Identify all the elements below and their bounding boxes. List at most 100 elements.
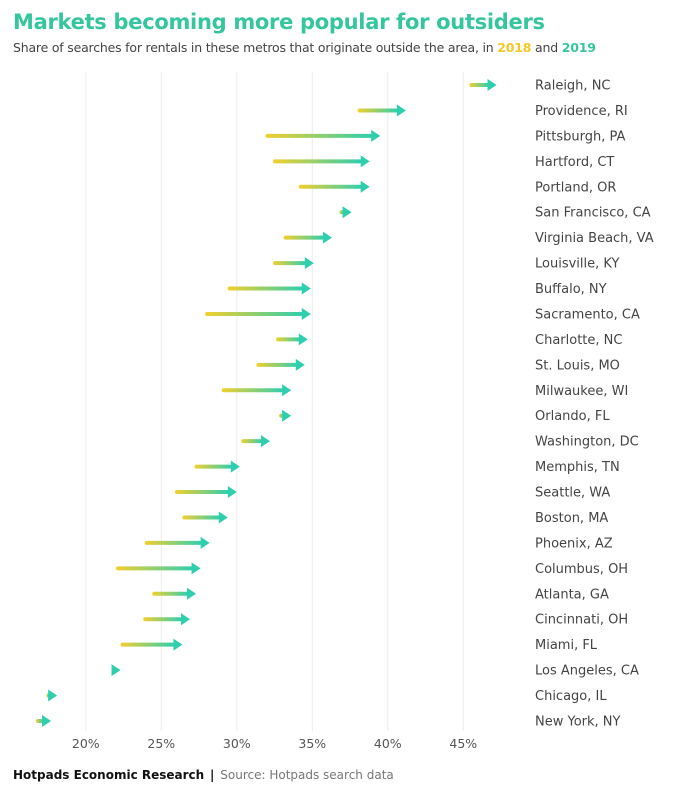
arrow-mark (120, 638, 183, 651)
arrow-head-2019 (371, 129, 381, 142)
arrow-mark (273, 155, 370, 168)
x-tick-label: 25% (147, 736, 175, 751)
category-label: Los Angeles, CA (535, 664, 639, 679)
arrow-mark (116, 562, 201, 575)
arrow-mark (265, 129, 381, 142)
arrow-head-2019 (295, 358, 305, 371)
category-label: Virginia Beach, VA (535, 231, 654, 246)
arrow-shaft-2018-to-2019 (241, 439, 263, 444)
arrow-mark (298, 180, 370, 193)
arrow-shaft-2018-to-2019 (205, 311, 303, 316)
arrow-shaft-2018-to-2019 (273, 261, 306, 266)
arrow-shaft-2018-to-2019 (276, 337, 300, 342)
category-label: Atlanta, GA (535, 587, 609, 602)
category-label: Charlotte, NC (535, 333, 622, 348)
arrow-head-2019 (48, 689, 58, 702)
legend-2019: 2019 (561, 40, 596, 55)
arrow-mark (469, 79, 497, 91)
x-tick-label: 20% (72, 736, 100, 751)
category-label: Pittsburgh, PA (535, 129, 626, 144)
arrow-mark (46, 689, 58, 702)
category-label: Seattle, WA (535, 486, 610, 501)
arrow-head-2019 (261, 435, 271, 448)
subtitle-and: and (531, 40, 562, 55)
arrow-head-2019 (301, 307, 311, 320)
arrow-shaft-2018-to-2019 (120, 642, 175, 647)
category-label: New York, NY (535, 715, 621, 730)
gridlines (85, 72, 464, 731)
arrow-shaft-2018-to-2019 (143, 617, 182, 622)
category-label: Providence, RI (535, 104, 628, 119)
arrows (35, 79, 497, 727)
arrow-head-2019 (282, 384, 292, 397)
arrow-mark (276, 333, 308, 346)
category-label: Chicago, IL (535, 689, 607, 704)
arrow-head-2019 (180, 613, 190, 626)
category-label: Boston, MA (535, 511, 608, 526)
x-tick-label: 45% (449, 736, 477, 751)
arrow-shaft-2018-to-2019 (339, 210, 344, 215)
arrow-mark (279, 409, 292, 422)
arrow-shaft-2018-to-2019 (265, 133, 373, 138)
x-tick-label: 40% (374, 736, 402, 751)
arrow-shaft-2018-to-2019 (221, 388, 284, 393)
category-label: Buffalo, NY (535, 282, 607, 297)
arrow-shaft-2018-to-2019 (182, 515, 220, 520)
chart-subtitle: Share of searches for rentals in these m… (13, 40, 596, 55)
arrow-mark (174, 486, 237, 499)
arrow-head-2019 (200, 536, 210, 549)
arrow-mark (221, 384, 292, 397)
arrow-head-2019 (396, 104, 406, 117)
arrow-mark (227, 282, 311, 295)
category-label: Orlando, FL (535, 409, 610, 424)
category-label: St. Louis, MO (535, 358, 620, 373)
category-label: Miami, FL (535, 638, 598, 653)
arrow-mark (144, 536, 210, 549)
arrow-shaft-2018-to-2019 (35, 719, 44, 723)
arrow-shaft-2018-to-2019 (174, 490, 229, 495)
arrow-mark (205, 307, 311, 320)
arrow-head-2019 (322, 231, 332, 244)
x-tick-label: 30% (223, 736, 251, 751)
arrow-shaft-2018-to-2019 (298, 184, 362, 189)
arrow-shaft-2018-to-2019 (279, 413, 284, 418)
arrow-head-2019 (304, 257, 314, 270)
arrow-mark (339, 206, 352, 219)
arrow-head-2019 (227, 486, 237, 499)
arrow-shaft-2018-to-2019 (283, 235, 324, 240)
arrow-head-2019 (282, 409, 292, 422)
arrow-head-2019 (360, 155, 370, 168)
legend-2018: 2018 (497, 40, 532, 55)
chart-title: Markets becoming more popular for outsid… (13, 10, 545, 34)
arrow-mark (143, 613, 190, 626)
category-label: Hartford, CT (535, 155, 614, 170)
arrow-head-2019 (230, 460, 240, 473)
arrow-mark (35, 715, 52, 727)
footer-source: Source: Hotpads search data (220, 768, 394, 782)
category-labels: Raleigh, NC Providence, RI Pittsburgh, PA H… (535, 79, 654, 730)
category-label: Washington, DC (535, 435, 639, 450)
arrow-shaft-2018-to-2019 (144, 540, 202, 545)
arrow-head-2019 (342, 206, 352, 219)
arrow-shaft-2018-to-2019 (194, 464, 232, 469)
arrow-shaft-2018-to-2019 (273, 159, 362, 164)
category-label: Louisville, KY (535, 257, 619, 272)
category-label: Raleigh, NC (535, 79, 611, 94)
arrow-chart: 20% 25% 30% 35% 40% 45% Raleigh, NC Providence… (35, 72, 654, 751)
arrow-shaft-2018-to-2019 (256, 362, 297, 367)
footer: Hotpads Economic Research | Source: Hotp… (13, 768, 394, 782)
arrow-head-2019 (301, 282, 311, 295)
x-tick-label: 35% (298, 736, 326, 751)
arrow-mark (241, 435, 271, 448)
arrow-head-2019 (42, 715, 52, 727)
category-label: Phoenix, AZ (535, 536, 613, 551)
category-label: Milwaukee, WI (535, 384, 628, 399)
arrow-mark (152, 587, 197, 600)
category-label: Sacramento, CA (535, 307, 640, 322)
category-label: Columbus, OH (535, 562, 628, 577)
arrow-head-2019 (187, 587, 197, 600)
arrow-head-2019 (173, 638, 183, 651)
arrow-shaft-2018-to-2019 (357, 108, 398, 113)
category-label: Memphis, TN (535, 460, 620, 475)
arrow-mark (182, 511, 228, 524)
